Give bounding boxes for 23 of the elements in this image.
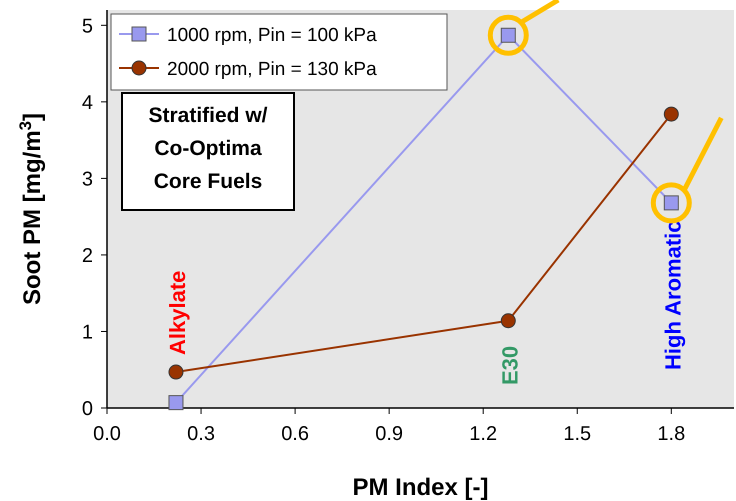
y-tick-label: 2 (82, 244, 93, 267)
point (500, 313, 516, 328)
annotation: E30 (497, 346, 522, 385)
legend-label: 2000 rpm, Pin = 130 kPa (167, 59, 378, 80)
x-tick-label: 0.0 (93, 423, 121, 445)
annotation: Alkylate (164, 270, 190, 355)
legend-label: 1000 rpm, Pin = 100 kPa (167, 25, 378, 46)
point (168, 364, 184, 380)
annotation: Stratified w/ Co-Optima Core Fuels (148, 104, 268, 193)
x-axis-title: PM Index [-] (352, 474, 488, 501)
y-tick-label: 0 (82, 398, 93, 420)
point (664, 106, 679, 122)
x-tick-label: 1.2 (469, 423, 498, 445)
x-tick-label: 1.8 (657, 423, 686, 445)
x-tick-label: 0.6 (281, 423, 310, 445)
y-tick-label: 3 (82, 168, 93, 190)
y-tick-label: 5 (82, 15, 93, 38)
x-tick-label: 0.3 (187, 423, 215, 445)
x-tick-label: 1.5 (563, 423, 592, 445)
x-tick-label: 0.9 (375, 423, 404, 445)
y-tick-label: 4 (82, 92, 93, 114)
y-tick-label: 1 (82, 321, 93, 344)
annotation: High Aromatic (660, 220, 686, 370)
